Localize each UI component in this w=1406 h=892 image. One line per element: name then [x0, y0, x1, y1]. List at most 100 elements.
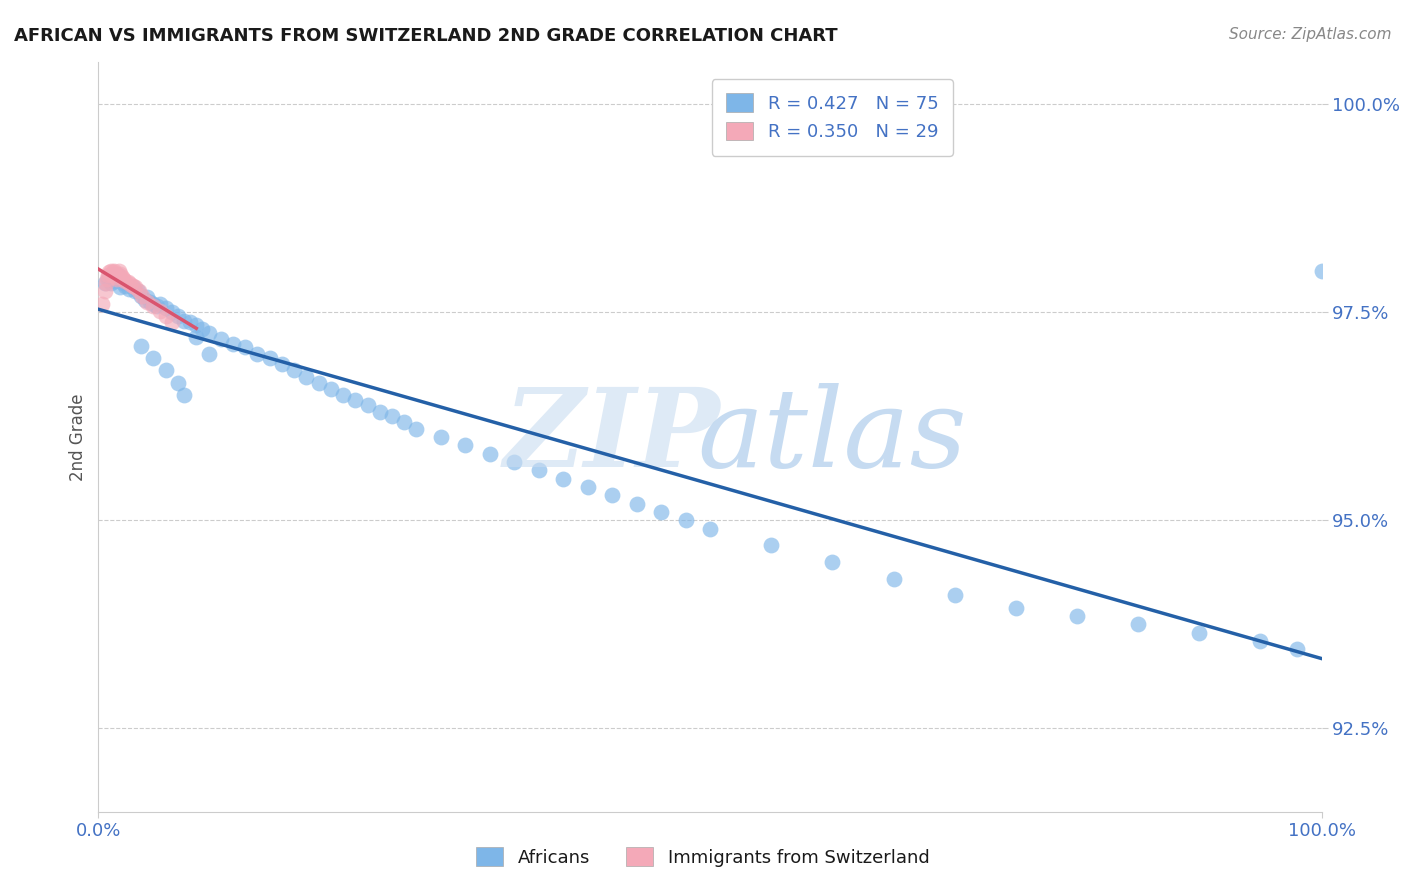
Point — [134, 293, 156, 307]
Point — [381, 409, 404, 424]
Point — [114, 274, 136, 288]
Point — [97, 272, 120, 286]
Point — [761, 538, 783, 552]
Point — [149, 297, 172, 311]
Point — [121, 278, 143, 293]
Point — [319, 382, 342, 396]
Point — [142, 299, 165, 313]
Point — [149, 303, 172, 318]
Point — [155, 301, 177, 315]
Point — [883, 572, 905, 586]
Text: ZIP: ZIP — [503, 384, 720, 491]
Point — [503, 455, 526, 469]
Point — [1188, 625, 1211, 640]
Point — [108, 263, 131, 277]
Point — [100, 276, 122, 290]
Point — [332, 388, 354, 402]
Point — [93, 276, 115, 290]
Point — [105, 270, 128, 285]
Point — [128, 285, 150, 299]
Point — [139, 295, 162, 310]
Point — [191, 322, 214, 336]
Text: AFRICAN VS IMMIGRANTS FROM SWITZERLAND 2ND GRADE CORRELATION CHART: AFRICAN VS IMMIGRANTS FROM SWITZERLAND 2… — [14, 27, 838, 45]
Point — [142, 297, 165, 311]
Point — [96, 272, 118, 286]
Point — [167, 310, 190, 324]
Point — [270, 357, 294, 371]
Point — [129, 338, 152, 352]
Point — [136, 295, 159, 310]
Point — [120, 277, 142, 291]
Point — [167, 376, 190, 390]
Point — [699, 522, 721, 536]
Point — [1249, 634, 1271, 648]
Point — [600, 488, 623, 502]
Point — [101, 265, 124, 279]
Point — [1066, 609, 1088, 624]
Point — [259, 351, 281, 365]
Point — [233, 340, 256, 354]
Point — [101, 268, 124, 282]
Point — [308, 376, 330, 390]
Point — [222, 336, 245, 351]
Legend: R = 0.427   N = 75, R = 0.350   N = 29: R = 0.427 N = 75, R = 0.350 N = 29 — [711, 79, 953, 155]
Point — [173, 388, 195, 402]
Point — [197, 326, 219, 340]
Point — [110, 267, 132, 281]
Point — [98, 265, 121, 279]
Point — [97, 268, 120, 282]
Point — [368, 405, 391, 419]
Point — [124, 285, 146, 299]
Point — [1286, 642, 1309, 657]
Point — [186, 318, 208, 332]
Point — [576, 480, 599, 494]
Point — [105, 272, 128, 286]
Point — [129, 288, 152, 302]
Point — [101, 268, 124, 282]
Point — [173, 313, 195, 327]
Point — [454, 438, 477, 452]
Text: Source: ZipAtlas.com: Source: ZipAtlas.com — [1229, 27, 1392, 42]
Point — [100, 263, 122, 277]
Legend: Africans, Immigrants from Switzerland: Africans, Immigrants from Switzerland — [470, 840, 936, 874]
Point — [405, 422, 427, 436]
Point — [114, 278, 136, 293]
Point — [146, 299, 169, 313]
Point — [478, 447, 501, 461]
Point — [142, 351, 165, 365]
Point — [131, 288, 153, 302]
Point — [107, 268, 129, 282]
Point — [103, 274, 125, 288]
Point — [111, 276, 134, 290]
Point — [553, 472, 575, 486]
Point — [527, 463, 550, 477]
Point — [110, 280, 132, 294]
Point — [675, 513, 697, 527]
Point — [186, 330, 208, 344]
Point — [121, 280, 143, 294]
Point — [155, 310, 177, 324]
Point — [943, 588, 966, 602]
Point — [392, 415, 416, 429]
Point — [295, 370, 318, 384]
Point — [127, 285, 149, 299]
Point — [111, 270, 134, 285]
Point — [197, 347, 219, 361]
Point — [94, 276, 117, 290]
Point — [117, 275, 139, 289]
Point — [246, 347, 269, 361]
Point — [1128, 617, 1150, 632]
Point — [430, 430, 453, 444]
Point — [104, 270, 127, 285]
Point — [821, 555, 844, 569]
Point — [209, 332, 232, 346]
Point — [155, 363, 177, 377]
Point — [283, 363, 305, 377]
Point — [111, 272, 134, 286]
Point — [91, 297, 114, 311]
Text: atlas: atlas — [697, 384, 967, 491]
Point — [107, 268, 129, 282]
Point — [160, 305, 183, 319]
Point — [650, 505, 672, 519]
Point — [160, 315, 183, 329]
